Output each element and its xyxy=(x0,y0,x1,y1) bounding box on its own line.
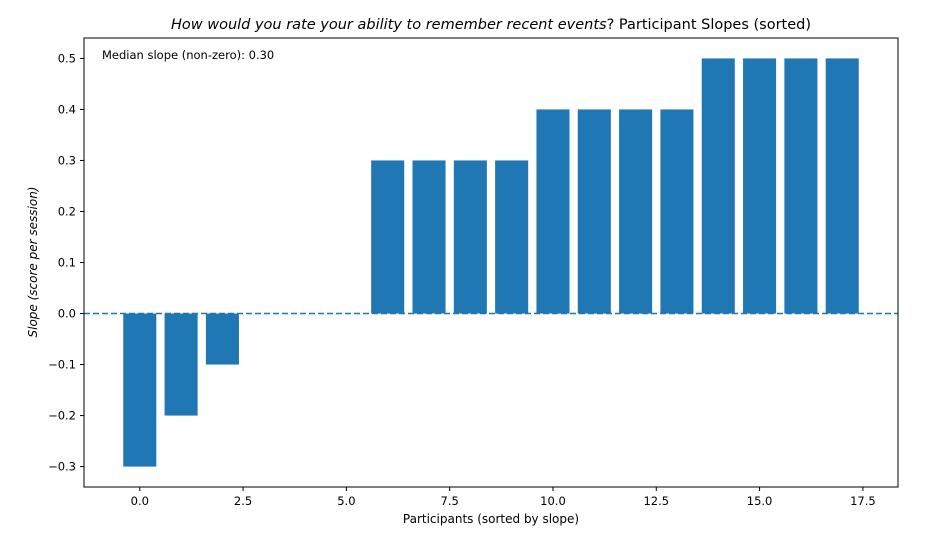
y-tick-label: −0.2 xyxy=(48,409,76,423)
chart-title-rest: ? Participant Slopes (sorted) xyxy=(607,17,811,33)
x-tick-label: 0.0 xyxy=(131,494,149,508)
bar xyxy=(825,58,859,314)
bars xyxy=(123,58,859,467)
x-axis-label: Participants (sorted by slope) xyxy=(403,512,579,526)
y-axis-label: Slope (score per session) xyxy=(26,187,40,338)
median-annotation: Median slope (non-zero): 0.30 xyxy=(102,48,274,62)
x-tick-label: 12.5 xyxy=(643,494,669,508)
x-ticks: 0.0 2.5 5.0 7.5 10.0 12.5 15.0 17.5 xyxy=(131,487,876,508)
bar xyxy=(536,109,570,314)
y-tick-label: 0.0 xyxy=(58,307,76,321)
y-ticks: −0.3 −0.2 −0.1 0.0 0.1 0.2 0.3 0.4 0.5 xyxy=(48,51,84,474)
chart-title: How would you rate your ability to remem… xyxy=(171,17,811,33)
bar xyxy=(164,313,198,416)
bar xyxy=(743,58,777,314)
y-tick-label: 0.2 xyxy=(58,204,76,218)
bar xyxy=(412,160,446,314)
bar xyxy=(453,160,487,314)
bar xyxy=(123,313,157,467)
y-tick-label: 0.4 xyxy=(58,102,76,116)
x-tick-label: 17.5 xyxy=(850,494,876,508)
chart-title-italic: How would you rate your ability to remem… xyxy=(171,17,607,33)
x-tick-label: 5.0 xyxy=(337,494,355,508)
y-tick-label: −0.3 xyxy=(48,460,76,474)
bar xyxy=(371,160,405,314)
bar xyxy=(619,109,653,314)
x-tick-label: 10.0 xyxy=(540,494,566,508)
bar xyxy=(205,313,239,365)
x-tick-label: 7.5 xyxy=(441,494,459,508)
bar xyxy=(660,109,694,314)
bar xyxy=(701,58,735,314)
y-tick-label: 0.3 xyxy=(58,153,76,167)
bar xyxy=(784,58,818,314)
x-tick-label: 2.5 xyxy=(234,494,252,508)
x-tick-label: 15.0 xyxy=(747,494,773,508)
bar xyxy=(495,160,529,314)
bar xyxy=(577,109,611,314)
y-tick-label: −0.1 xyxy=(48,358,76,372)
y-tick-label: 0.5 xyxy=(58,51,76,65)
y-tick-label: 0.1 xyxy=(58,256,76,270)
